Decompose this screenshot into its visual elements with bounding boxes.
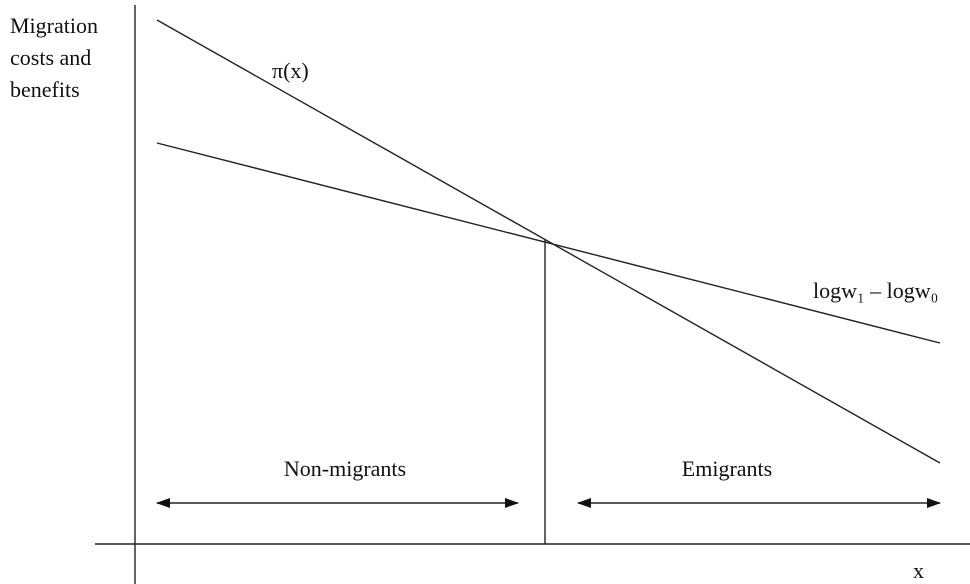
y-axis-label: benefits — [10, 77, 80, 102]
wage-gap-line — [156, 142, 941, 344]
non-migrants-label: Non-migrants — [284, 456, 406, 481]
pi-line — [156, 19, 941, 464]
wage-gap-label: logw₁ – logw₀ — [813, 278, 938, 303]
y-axis-label: Migration — [10, 13, 98, 38]
emigrants-label: Emigrants — [682, 456, 772, 481]
x-axis-label: x — [913, 558, 924, 583]
y-axis-label: costs and — [10, 45, 91, 70]
pi-label: π(x) — [272, 58, 309, 83]
